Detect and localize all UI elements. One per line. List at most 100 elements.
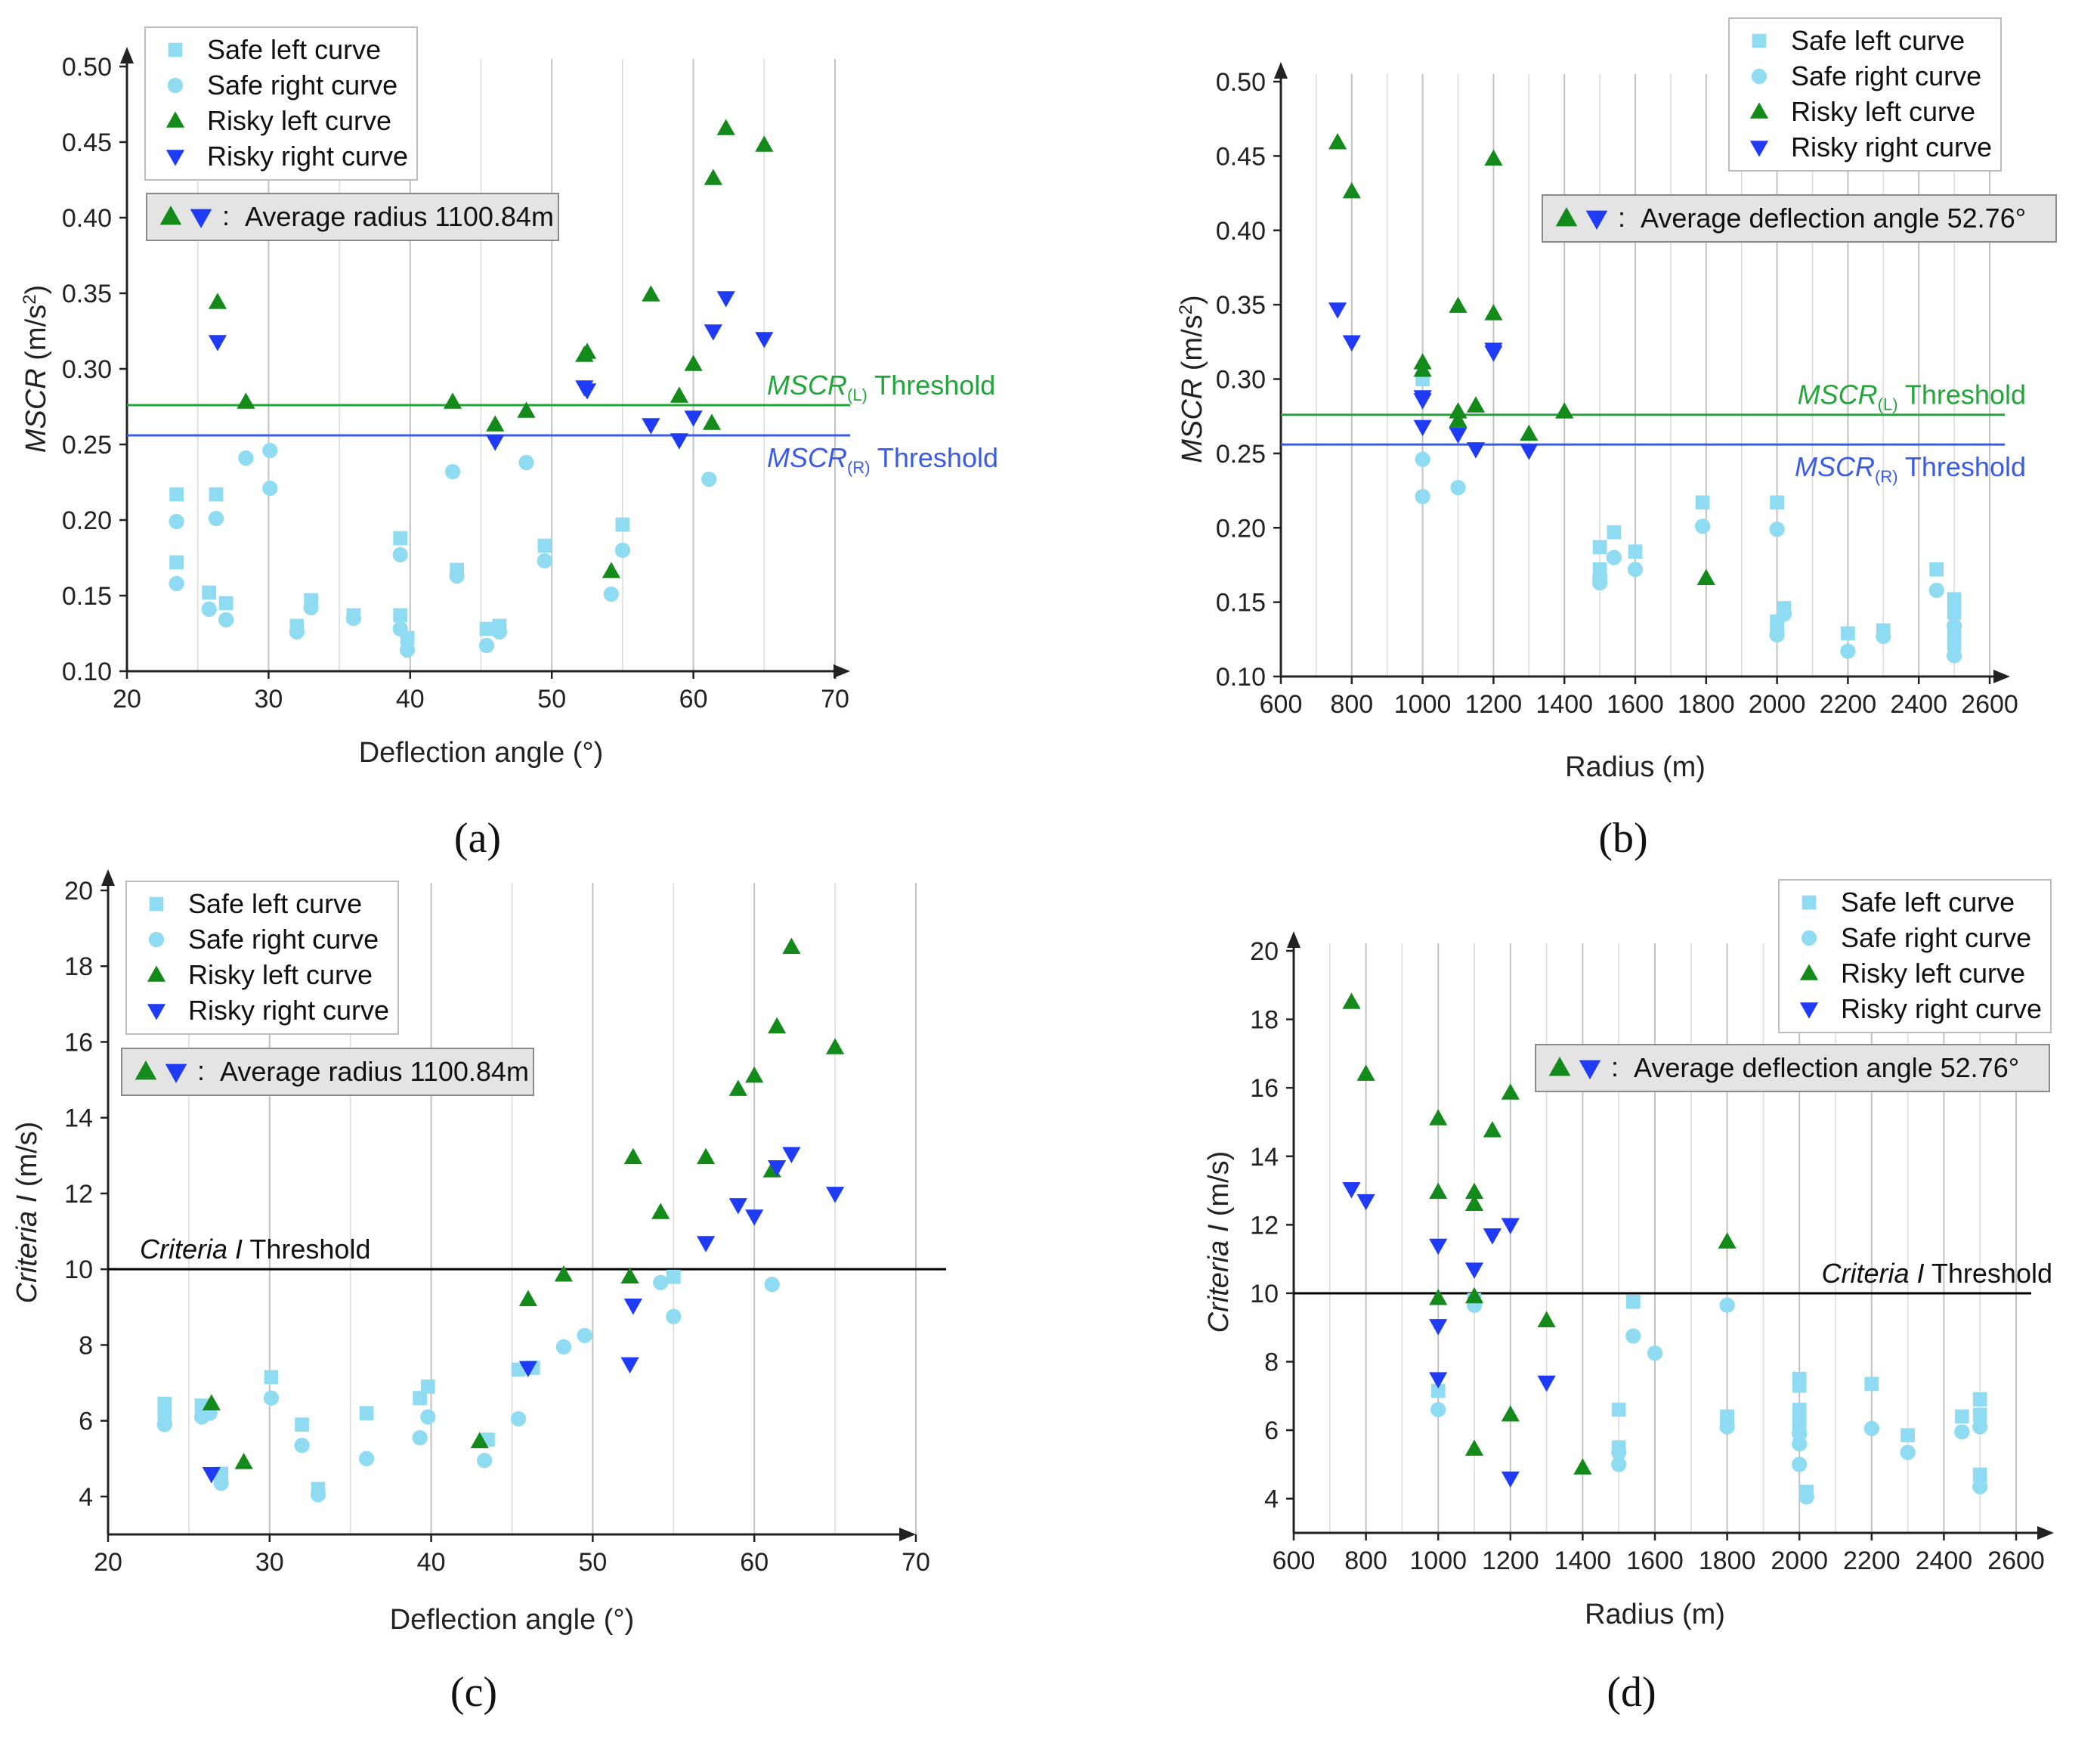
legend: Safe left curve Safe right curve Risky lef…: [1778, 879, 2052, 1033]
point-risky-right-curve: [755, 332, 774, 348]
point-risky-left-curve: [443, 392, 462, 409]
series-risky-right-curve: [1342, 1181, 1556, 1488]
point-safe-right-curve: [208, 510, 224, 527]
x-tick-label: 1800: [1699, 1546, 1756, 1575]
point-risky-left-curve: [1501, 1405, 1520, 1422]
threshold-label-italic: Criteria I: [140, 1234, 243, 1265]
x-tick-label: 1000: [1409, 1546, 1467, 1575]
x-tick-label: 20: [113, 685, 141, 714]
point-safe-left-curve: [1611, 1402, 1626, 1417]
x-tick-label: 70: [821, 685, 849, 714]
point-safe-right-curve: [1776, 606, 1792, 622]
y-tick-label: 0.40: [62, 204, 112, 233]
point-risky-left-curve: [518, 1290, 537, 1307]
point-risky-right-curve: [826, 1187, 845, 1203]
y-tick-label: 0.20: [62, 506, 112, 535]
point-risky-left-curve: [1449, 402, 1468, 419]
panel-c-criteria-vs-deflection: 20 30 40 50 60 70 4 6 8 10 12 14 16 18 20 Deflection an…: [11, 869, 946, 1716]
point-risky-right-curve: [1537, 1375, 1556, 1392]
point-risky-right-curve: [716, 291, 735, 308]
y-tick-label: 0.30: [62, 355, 112, 384]
point-risky-left-curve: [704, 169, 722, 185]
point-safe-right-curve: [1611, 1444, 1627, 1460]
note-separator: :: [1618, 202, 1625, 233]
point-safe-left-curve: [1592, 540, 1607, 555]
note-risky-left-icon: [135, 1060, 157, 1080]
point-risky-right-curve: [577, 383, 597, 400]
point-safe-right-curve: [1840, 643, 1856, 659]
point-risky-left-curve: [745, 1066, 764, 1083]
x-tick-label: 800: [1330, 690, 1373, 719]
legend-label: Safe left curve: [1791, 25, 1965, 56]
x-tick-label: 2600: [1961, 690, 2018, 719]
point-safe-right-curve: [412, 1430, 428, 1446]
x-tick-label: 70: [902, 1548, 930, 1577]
point-risky-right-curve: [1501, 1471, 1520, 1488]
point-safe-left-curve: [202, 585, 217, 600]
point-risky-left-curve: [1342, 181, 1361, 199]
point-safe-right-curve: [392, 621, 408, 637]
x-tick-label: 1400: [1536, 690, 1593, 719]
point-risky-left-curve: [623, 1147, 642, 1165]
point-safe-left-curve: [1695, 495, 1710, 510]
point-risky-left-curve: [1483, 1121, 1502, 1138]
panel-d-criteria-vs-radius: 600 800 1000 1200 1400 1600 1800 2000 2200 2400 26…: [1203, 879, 2054, 1716]
legend-marker-risky-left-curve: [165, 111, 185, 128]
point-risky-right-curve: [1429, 1319, 1448, 1336]
point-safe-right-curve: [1972, 1419, 1988, 1435]
point-risky-left-curve: [1464, 1182, 1484, 1200]
point-safe-right-curve: [1972, 1478, 1988, 1494]
panel-b-mscr-vs-radius: 600 800 1000 1200 1400 1600 1800 2000 2200 2400 26…: [1176, 17, 2057, 862]
point-risky-left-curve: [1429, 1109, 1448, 1125]
x-tick-label: 60: [679, 685, 708, 714]
legend-marker-risky-right-curve: [147, 1004, 166, 1020]
threshold-label-italic: Criteria I: [1822, 1258, 1925, 1289]
panel-label: (b): [1598, 815, 1647, 862]
point-safe-right-curve: [577, 1327, 592, 1344]
y-tick-label: 4: [79, 1483, 93, 1512]
point-safe-right-curve: [310, 1487, 326, 1503]
legend-label: Safe right curve: [207, 70, 397, 101]
point-safe-left-curve: [1972, 1407, 1987, 1423]
point-safe-right-curve: [1769, 627, 1785, 643]
point-safe-right-curve: [653, 1274, 669, 1290]
point-safe-left-curve: [218, 596, 234, 611]
point-safe-right-curve: [444, 463, 461, 480]
x-tick-label: 30: [255, 1548, 284, 1577]
x-tick-label: 2200: [1820, 690, 1877, 719]
series-risky-left-curve: [208, 119, 774, 578]
y-tick-label: 10: [64, 1255, 93, 1284]
legend-marker-safe-left-curve: [149, 896, 164, 912]
point-safe-right-curve: [603, 586, 620, 602]
x-axis-arrow: [899, 1528, 916, 1541]
annotation-note: : Average radius 1100.84m: [146, 193, 559, 241]
point-safe-left-curve: [1430, 1383, 1446, 1398]
point-safe-right-curve: [238, 450, 254, 466]
threshold-label-sub: (L): [847, 385, 868, 404]
threshold-label-rest: Threshold: [243, 1234, 370, 1265]
point-safe-right-curve: [518, 454, 534, 471]
point-safe-right-curve: [537, 553, 552, 569]
point-risky-left-curve: [1342, 992, 1361, 1009]
threshold-label: MSCR(R) Threshold: [767, 442, 998, 477]
legend-label: Safe right curve: [1791, 60, 1981, 91]
y-tick-label: 0.30: [1216, 366, 1266, 395]
point-risky-right-curve: [1501, 1218, 1520, 1235]
legend-label: Safe right curve: [1841, 922, 2031, 953]
annotation-box: [121, 1048, 534, 1096]
axes: 600 800 1000 1200 1400 1600 1800 2000 2200 2400 26…: [1216, 62, 2018, 719]
y-tick-label: 16: [1250, 1074, 1279, 1103]
y-axis-arrow: [101, 869, 115, 886]
point-safe-left-curve: [1792, 1378, 1807, 1393]
point-risky-right-curve: [1342, 1181, 1361, 1199]
point-risky-left-curve: [1413, 361, 1432, 377]
point-safe-right-curve: [1606, 550, 1622, 565]
point-risky-left-curve: [1464, 1286, 1484, 1304]
point-risky-left-curve: [1429, 1182, 1448, 1200]
y-tick-label: 14: [64, 1104, 93, 1133]
point-safe-left-curve: [393, 531, 408, 546]
x-tick-label: 1600: [1607, 690, 1664, 719]
x-tick-label: 2400: [1890, 690, 1947, 719]
annotation-text: Average radius 1100.84m: [245, 201, 554, 232]
point-safe-right-curve: [1719, 1419, 1735, 1435]
